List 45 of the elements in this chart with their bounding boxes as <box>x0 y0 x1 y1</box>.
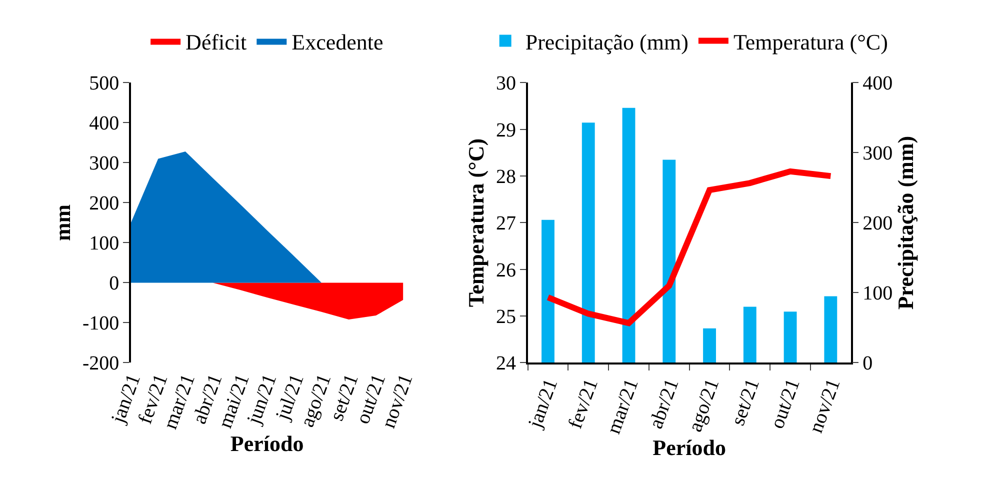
y-tick-label: -200 <box>82 352 120 375</box>
y-tick-label: 100 <box>89 232 120 255</box>
y-tick-label: 30 <box>496 72 516 95</box>
x-tick-label: fev/21 <box>564 376 602 432</box>
y-tick-label: 200 <box>89 192 120 215</box>
x-tick-label: out/21 <box>766 376 804 432</box>
x-tick-label: set/21 <box>726 376 764 428</box>
x-tick-label: nov/21 <box>805 376 845 436</box>
bar <box>743 306 756 363</box>
y2-tick-label: 100 <box>862 282 893 305</box>
y2-tick-label: 0 <box>862 352 873 375</box>
bar <box>703 328 716 363</box>
bar <box>824 296 838 363</box>
bar <box>582 122 595 363</box>
legend-label: Precipitação (mm) <box>525 29 688 54</box>
legend-label: Déficit <box>186 29 247 54</box>
bar <box>542 220 554 363</box>
x-axis-title: Período <box>230 431 304 456</box>
y2-tick-label: 300 <box>862 142 893 165</box>
y-tick-label: 300 <box>89 152 120 175</box>
y2-tick-label: 200 <box>862 212 893 235</box>
y-tick-label: 28 <box>496 166 516 188</box>
y-tick-label: 27 <box>496 212 516 235</box>
y-tick-label: 29 <box>496 119 516 142</box>
bar <box>784 312 797 363</box>
y-tick-label: 400 <box>89 112 120 135</box>
y-axis-title: Temperatura (°C) <box>463 138 488 308</box>
y2-tick-label: 400 <box>862 72 893 95</box>
y-tick-label: 24 <box>496 352 516 375</box>
x-axis-title: Período <box>652 435 726 460</box>
legend-label: Excedente <box>292 29 384 54</box>
y-axis-title: mm <box>50 204 75 242</box>
x-tick-label: ago/21 <box>684 376 724 435</box>
y-tick-label: 26 <box>496 259 516 282</box>
x-tick-label: mar/21 <box>602 376 643 437</box>
bar <box>662 160 676 363</box>
y2-axis-title: Precipitação (mm) <box>893 136 918 310</box>
y-tick-label: 25 <box>496 306 516 328</box>
x-tick-label: jan/21 <box>524 376 562 432</box>
y-tick-label: 0 <box>109 272 120 295</box>
legend-label: Temperatura (°C) <box>733 29 888 54</box>
y-tick-label: 500 <box>89 72 120 95</box>
bar <box>622 108 636 363</box>
x-tick-label: abr/21 <box>645 376 684 432</box>
y-tick-label: -100 <box>82 312 120 335</box>
